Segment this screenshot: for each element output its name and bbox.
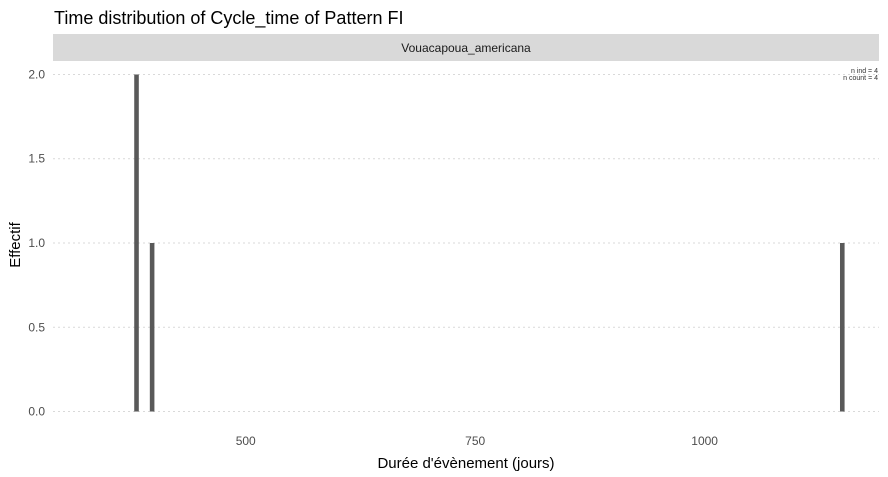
grid-lines [53,73,879,413]
facet-strip [53,34,879,61]
bars [134,74,845,412]
y-tick-label: 1.5 [28,152,45,166]
y-tick-label: 0.0 [28,405,45,419]
chart-title: Time distribution of Cycle_time of Patte… [54,8,403,29]
annotation-n-ind: n ind = 4 [851,68,878,75]
y-tick-label: 2.0 [28,67,45,81]
bar [839,243,845,412]
x-axis-ticks: 500 750 1000 [236,434,719,448]
annotation-n-count: n count = 4 [843,75,878,82]
bar [134,74,139,412]
x-axis-title: Durée d'évènement (jours) [377,455,554,472]
y-tick-label: 0.5 [28,320,45,334]
x-tick-label: 500 [236,434,256,448]
y-axis-title: Effectif [7,221,24,267]
y-tick-label: 1.0 [28,236,45,250]
x-tick-label: 750 [465,434,485,448]
x-tick-label: 1000 [691,434,718,448]
y-axis-ticks: 0.0 0.5 1.0 1.5 2.0 [28,67,45,418]
facet-label: Vouacapoua_americana [401,41,531,55]
bar [149,243,155,412]
